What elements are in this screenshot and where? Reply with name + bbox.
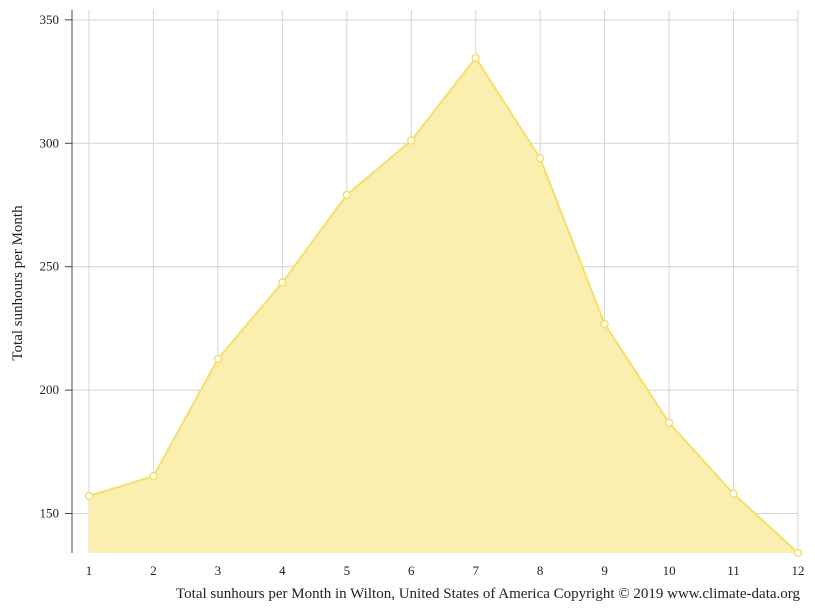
x-tick-label-8: 8 xyxy=(537,563,544,578)
y-axis-label: Total sunhours per Month xyxy=(10,205,26,361)
y-tick-label-350: 350 xyxy=(40,12,60,27)
x-tick-label-1: 1 xyxy=(86,563,93,578)
axes xyxy=(65,10,73,553)
x-tick-label-11: 11 xyxy=(727,563,740,578)
data-point-month-1 xyxy=(84,491,94,501)
x-tick-label-9: 9 xyxy=(601,563,608,578)
data-point-month-11 xyxy=(729,489,738,499)
data-point-month-8 xyxy=(535,154,545,163)
data-point-month-2 xyxy=(149,471,158,481)
data-point-month-3 xyxy=(213,354,223,364)
x-tick-label-6: 6 xyxy=(408,563,415,578)
data-point-month-12 xyxy=(793,548,803,558)
area-series xyxy=(88,56,799,554)
data-points xyxy=(84,53,803,558)
x-tick-label-10: 10 xyxy=(663,563,676,578)
x-tick-label-2: 2 xyxy=(150,563,157,578)
y-axis-tick-labels: 150 200 250 300 350 xyxy=(40,12,60,521)
y-tick-label-250: 250 xyxy=(40,259,60,274)
y-tick-label-150: 150 xyxy=(40,506,60,521)
data-point-month-6 xyxy=(407,136,416,145)
x-tick-label-4: 4 xyxy=(279,563,286,578)
x-tick-label-12: 12 xyxy=(792,563,805,578)
x-tick-label-3: 3 xyxy=(215,563,222,578)
x-tick-label-7: 7 xyxy=(472,563,479,578)
series-line xyxy=(88,56,799,554)
data-point-month-5 xyxy=(342,190,352,200)
area-fill xyxy=(89,57,798,554)
y-tick-label-300: 300 xyxy=(40,135,60,150)
y-tick-label-200: 200 xyxy=(40,382,60,397)
x-tick-label-5: 5 xyxy=(344,563,351,578)
data-point-month-9 xyxy=(600,319,609,329)
data-point-month-10 xyxy=(664,418,674,428)
data-point-month-4 xyxy=(278,278,287,287)
data-point-month-7 xyxy=(471,53,480,63)
chart-caption: Total sunhours per Month in Wilton, Unit… xyxy=(176,586,800,602)
x-axis-tick-labels: 1 2 3 4 5 6 7 8 9 10 11 12 xyxy=(86,563,805,578)
